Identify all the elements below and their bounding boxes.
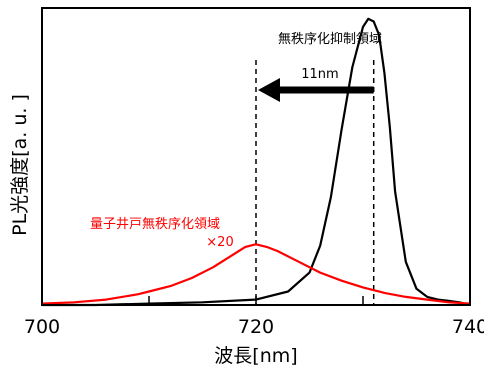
y-axis-title: PL光強度[a. u. ] — [9, 94, 31, 236]
shift-label: 11nm — [301, 67, 338, 82]
x-tick-label-1: 720 — [238, 316, 274, 338]
series-line-1 — [41, 243, 471, 305]
qw-scale-label: ×20 — [206, 235, 233, 250]
x-axis-title: 波長[nm] — [214, 345, 297, 367]
shift-arrow-head — [258, 78, 280, 102]
disorder-region-label: 無秩序化抑制領域 — [278, 31, 382, 47]
x-tick-label-2: 740 — [452, 316, 484, 338]
plot-area: 700 720 740 無秩序化抑制領域 11nm 量子井戸無秩序化領域 ×20 — [24, 7, 484, 338]
qw-region-label: 量子井戸無秩序化領域 — [90, 216, 220, 232]
x-tick-label-0: 700 — [24, 316, 60, 338]
